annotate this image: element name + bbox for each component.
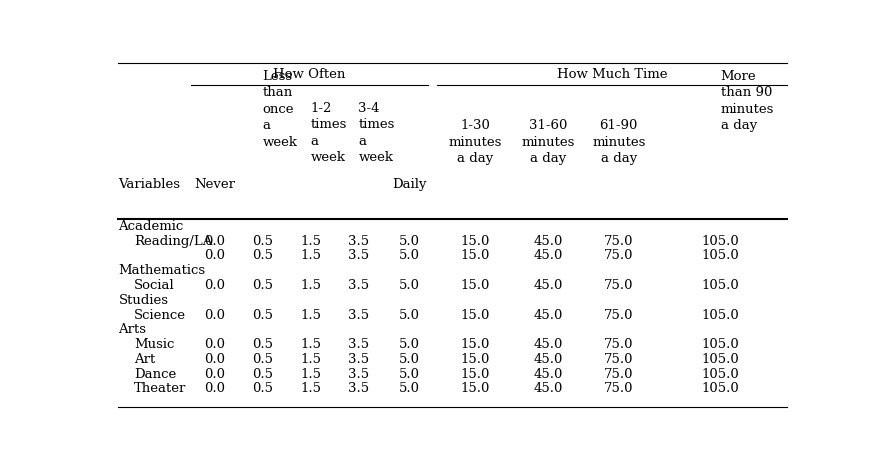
Text: 45.0: 45.0 [534, 383, 563, 395]
Text: 105.0: 105.0 [702, 249, 739, 262]
Text: 0.0: 0.0 [205, 383, 225, 395]
Text: 0.0: 0.0 [205, 338, 225, 351]
Text: 15.0: 15.0 [460, 368, 490, 381]
Text: Less
than
once
a
week: Less than once a week [263, 70, 298, 149]
Text: 105.0: 105.0 [702, 309, 739, 322]
Text: 0.5: 0.5 [252, 353, 273, 366]
Text: 15.0: 15.0 [460, 383, 490, 395]
Text: 1.5: 1.5 [300, 368, 321, 381]
Text: 15.0: 15.0 [460, 249, 490, 262]
Text: Music: Music [134, 338, 175, 351]
Text: Theater: Theater [134, 383, 187, 395]
Text: Dance: Dance [134, 368, 176, 381]
Text: 45.0: 45.0 [534, 338, 563, 351]
Text: 1.5: 1.5 [300, 249, 321, 262]
Text: 75.0: 75.0 [604, 309, 633, 322]
Text: Academic: Academic [118, 220, 183, 233]
Text: 1.5: 1.5 [300, 353, 321, 366]
Text: Reading/LA: Reading/LA [134, 235, 213, 248]
Text: 5.0: 5.0 [400, 338, 420, 351]
Text: How Much Time: How Much Time [557, 68, 667, 81]
Text: 45.0: 45.0 [534, 279, 563, 292]
Text: 105.0: 105.0 [702, 338, 739, 351]
Text: 105.0: 105.0 [702, 368, 739, 381]
Text: 3.5: 3.5 [348, 368, 369, 381]
Text: 3.5: 3.5 [348, 279, 369, 292]
Text: 5.0: 5.0 [400, 309, 420, 322]
Text: 3-4
times
a
week: 3-4 times a week [358, 102, 395, 164]
Text: Mathematics: Mathematics [118, 264, 206, 277]
Text: Arts: Arts [118, 323, 146, 336]
Text: 75.0: 75.0 [604, 279, 633, 292]
Text: 15.0: 15.0 [460, 353, 490, 366]
Text: Studies: Studies [118, 294, 168, 307]
Text: 105.0: 105.0 [702, 235, 739, 248]
Text: 0.0: 0.0 [205, 279, 225, 292]
Text: 0.5: 0.5 [252, 368, 273, 381]
Text: 105.0: 105.0 [702, 353, 739, 366]
Text: 3.5: 3.5 [348, 235, 369, 248]
Text: 0.5: 0.5 [252, 309, 273, 322]
Text: 15.0: 15.0 [460, 338, 490, 351]
Text: 5.0: 5.0 [400, 353, 420, 366]
Text: Social: Social [134, 279, 175, 292]
Text: 15.0: 15.0 [460, 235, 490, 248]
Text: 75.0: 75.0 [604, 338, 633, 351]
Text: 0.5: 0.5 [252, 383, 273, 395]
Text: 61-90
minutes
a day: 61-90 minutes a day [592, 120, 646, 165]
Text: Science: Science [134, 309, 186, 322]
Text: 31-60
minutes
a day: 31-60 minutes a day [522, 120, 575, 165]
Text: 3.5: 3.5 [348, 338, 369, 351]
Text: 5.0: 5.0 [400, 383, 420, 395]
Text: 3.5: 3.5 [348, 383, 369, 395]
Text: 75.0: 75.0 [604, 235, 633, 248]
Text: 105.0: 105.0 [702, 279, 739, 292]
Text: 45.0: 45.0 [534, 353, 563, 366]
Text: 1-2
times
a
week: 1-2 times a week [310, 102, 347, 164]
Text: 45.0: 45.0 [534, 368, 563, 381]
Text: 75.0: 75.0 [604, 368, 633, 381]
Text: Variables: Variables [118, 177, 181, 191]
Text: 15.0: 15.0 [460, 309, 490, 322]
Text: 15.0: 15.0 [460, 279, 490, 292]
Text: 75.0: 75.0 [604, 249, 633, 262]
Text: More
than 90
minutes
a day: More than 90 minutes a day [721, 70, 774, 132]
Text: 5.0: 5.0 [400, 249, 420, 262]
Text: 5.0: 5.0 [400, 279, 420, 292]
Text: 45.0: 45.0 [534, 249, 563, 262]
Text: 0.5: 0.5 [252, 279, 273, 292]
Text: 45.0: 45.0 [534, 235, 563, 248]
Text: Art: Art [134, 353, 155, 366]
Text: 1.5: 1.5 [300, 383, 321, 395]
Text: 45.0: 45.0 [534, 309, 563, 322]
Text: 3.5: 3.5 [348, 353, 369, 366]
Text: 1.5: 1.5 [300, 279, 321, 292]
Text: 1.5: 1.5 [300, 309, 321, 322]
Text: Never: Never [194, 177, 235, 191]
Text: 5.0: 5.0 [400, 368, 420, 381]
Text: 0.5: 0.5 [252, 249, 273, 262]
Text: 0.0: 0.0 [205, 235, 225, 248]
Text: 0.0: 0.0 [205, 309, 225, 322]
Text: Daily: Daily [392, 177, 427, 191]
Text: 1.5: 1.5 [300, 235, 321, 248]
Text: 0.5: 0.5 [252, 338, 273, 351]
Text: 105.0: 105.0 [702, 383, 739, 395]
Text: 0.0: 0.0 [205, 368, 225, 381]
Text: 0.0: 0.0 [205, 249, 225, 262]
Text: 75.0: 75.0 [604, 353, 633, 366]
Text: 1-30
minutes
a day: 1-30 minutes a day [449, 120, 502, 165]
Text: 3.5: 3.5 [348, 249, 369, 262]
Text: 75.0: 75.0 [604, 383, 633, 395]
Text: How Often: How Often [273, 68, 346, 81]
Text: 0.5: 0.5 [252, 235, 273, 248]
Text: 5.0: 5.0 [400, 235, 420, 248]
Text: 0.0: 0.0 [205, 353, 225, 366]
Text: 1.5: 1.5 [300, 338, 321, 351]
Text: 3.5: 3.5 [348, 309, 369, 322]
